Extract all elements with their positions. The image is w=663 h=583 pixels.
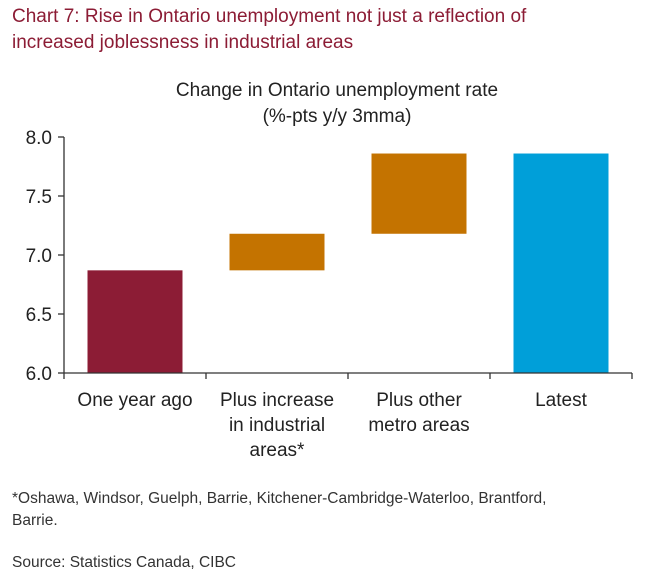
bar-4 — [513, 153, 609, 373]
heading-line-1: Chart 7: Rise in Ontario unemployment no… — [12, 6, 527, 27]
x-axis: One year ago Plus increase in industrial ar… — [63, 372, 633, 461]
y-tick-label: 7.5 — [26, 187, 52, 208]
y-axis: 6.0 6.5 7.0 7.5 8.0 — [26, 128, 65, 385]
y-tick-label: 6.5 — [26, 305, 52, 326]
chart-title: Change in Ontario unemployment rate — [176, 80, 498, 101]
bar-2 — [229, 233, 325, 271]
chart-heading: Chart 7: Rise in Ontario unemployment no… — [12, 4, 652, 56]
category-label: One year ago — [77, 390, 192, 411]
y-tick-label: 7.0 — [26, 246, 52, 267]
footnote-line-2: Barrie. — [12, 512, 58, 529]
category-label: Plus other — [376, 390, 462, 411]
y-tick-label: 6.0 — [26, 364, 52, 385]
y-tick-label: 8.0 — [26, 128, 52, 149]
category-label: in industrial — [229, 415, 325, 436]
footnote-line-1: *Oshawa, Windsor, Guelph, Barrie, Kitche… — [12, 490, 547, 507]
category-label: Latest — [535, 390, 587, 411]
source-note: Source: Statistics Canada, CIBC — [12, 554, 236, 571]
chart-subtitle: (%-pts y/y 3mma) — [263, 106, 412, 127]
bar-1 — [87, 270, 183, 373]
category-label: Plus increase — [220, 390, 334, 411]
heading-line-2: increased joblessness in industrial area… — [12, 32, 354, 53]
category-label: metro areas — [368, 415, 469, 436]
bar-3 — [371, 153, 467, 234]
category-label: areas* — [250, 440, 306, 461]
footnote: *Oshawa, Windsor, Guelph, Barrie, Kitche… — [12, 488, 652, 532]
bars — [87, 153, 609, 373]
